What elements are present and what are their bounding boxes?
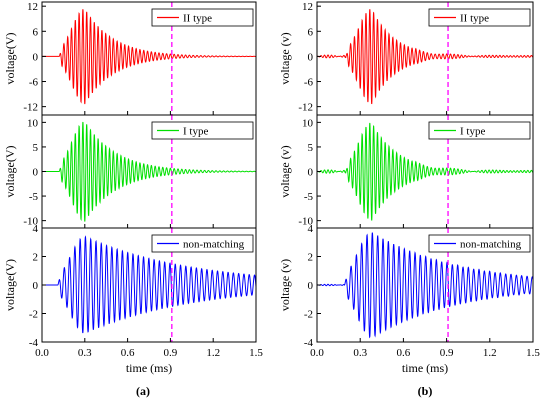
y-axis-title: voltage (v) (278, 32, 292, 84)
y-tick-label: -5 (304, 191, 314, 203)
legend-box (428, 121, 531, 140)
y-tick-label: 5 (33, 142, 39, 154)
x-tick-label: 1.5 (249, 347, 263, 359)
y-tick-label: -6 (29, 77, 39, 89)
y-tick-label: 0 (308, 280, 314, 292)
y-tick-label: -5 (29, 191, 39, 203)
y-tick-label: 6 (308, 26, 314, 38)
y-tick-label: -4 (29, 337, 39, 349)
legend-label: I type (460, 126, 485, 138)
panel-3: 4 2 0 -2 -4 voltage (v) non-matching (278, 223, 534, 349)
series-line-i-type (317, 122, 533, 221)
x-tick-label: 0.3 (78, 347, 92, 359)
series-line-non-matching (42, 235, 256, 334)
y-tick-label: -10 (23, 216, 38, 228)
y-tick-label: 0 (33, 51, 39, 63)
y-tick-label: 10 (27, 117, 39, 129)
y-tick-label: 2 (33, 252, 39, 264)
figure-caption: (a) (136, 384, 150, 398)
x-tick-label: 1.5 (526, 347, 540, 359)
x-tick-label: 0.0 (310, 347, 324, 359)
y-tick-label: 4 (308, 223, 314, 235)
legend-box (428, 8, 531, 27)
figure-caption: (b) (418, 384, 433, 398)
y-tick-label: 6 (33, 26, 39, 38)
panel-1: 12 6 0 -6 -12 voltage(V) II type (3, 1, 257, 116)
y-tick-label: 0 (308, 167, 314, 179)
chart-b: 12 6 0 -6 -12 voltage (v) II type 10 5 0 -5 -10 volt… (278, 1, 540, 398)
legend-label: non-matching (460, 239, 522, 251)
y-tick-label: -2 (29, 309, 38, 321)
series-line-ii-type (317, 9, 533, 105)
y-tick-label: -6 (304, 77, 314, 89)
legend-label: II type (460, 13, 489, 25)
legend-box (151, 8, 254, 27)
x-tick-label: 0.9 (164, 347, 178, 359)
y-tick-label: 2 (308, 252, 314, 264)
x-tick-label: 0.9 (440, 347, 454, 359)
y-tick-label: -12 (23, 102, 38, 114)
y-tick-label: 12 (302, 1, 313, 13)
y-tick-label: -10 (298, 216, 313, 228)
y-axis-title: voltage (v) (278, 145, 292, 197)
y-tick-label: -2 (304, 309, 313, 321)
y-tick-label: 5 (308, 142, 314, 154)
y-axis-title: voltage(V) (3, 33, 17, 85)
legend-label: non-matching (183, 239, 245, 251)
y-axis-title: voltage(V) (3, 259, 17, 311)
y-axis-title: voltage(V) (3, 146, 17, 198)
y-tick-label: 0 (308, 51, 314, 63)
panel-3: 4 2 0 -2 -4 voltage(V) non-matching (3, 223, 257, 349)
y-tick-label: 0 (33, 280, 39, 292)
panel-2: 10 5 0 -5 -10 voltage(V) I type (3, 114, 257, 229)
panel-2: 10 5 0 -5 -10 voltage (v) I type (278, 114, 534, 229)
x-tick-label: 0.6 (121, 347, 135, 359)
y-tick-label: -4 (304, 337, 314, 349)
x-axis-title: time (ms) (402, 361, 448, 375)
y-axis-title: voltage (v) (278, 259, 292, 311)
series-line-non-matching (317, 232, 533, 339)
y-tick-label: -12 (298, 102, 313, 114)
x-tick-label: 1.2 (206, 347, 220, 359)
series-line-i-type (42, 121, 256, 222)
panel-1: 12 6 0 -6 -12 voltage (v) II type (278, 1, 534, 116)
legend-label: II type (183, 13, 212, 25)
legend-box (151, 234, 254, 253)
legend-label: I type (183, 126, 208, 138)
y-tick-label: 4 (33, 223, 39, 235)
x-axis-title: time (ms) (126, 361, 172, 375)
y-tick-label: 12 (27, 1, 38, 13)
y-tick-label: 0 (33, 167, 39, 179)
legend-box (428, 234, 531, 253)
series-line-ii-type (42, 9, 256, 105)
x-tick-label: 0.6 (397, 347, 411, 359)
x-tick-label: 0.3 (353, 347, 367, 359)
y-tick-label: 10 (302, 117, 314, 129)
x-tick-label: 1.2 (483, 347, 497, 359)
x-tick-label: 0.0 (35, 347, 49, 359)
chart-a: 12 6 0 -6 -12 voltage(V) II type 10 5 0 -5 -10 volta… (3, 1, 263, 398)
legend-box (151, 121, 254, 140)
